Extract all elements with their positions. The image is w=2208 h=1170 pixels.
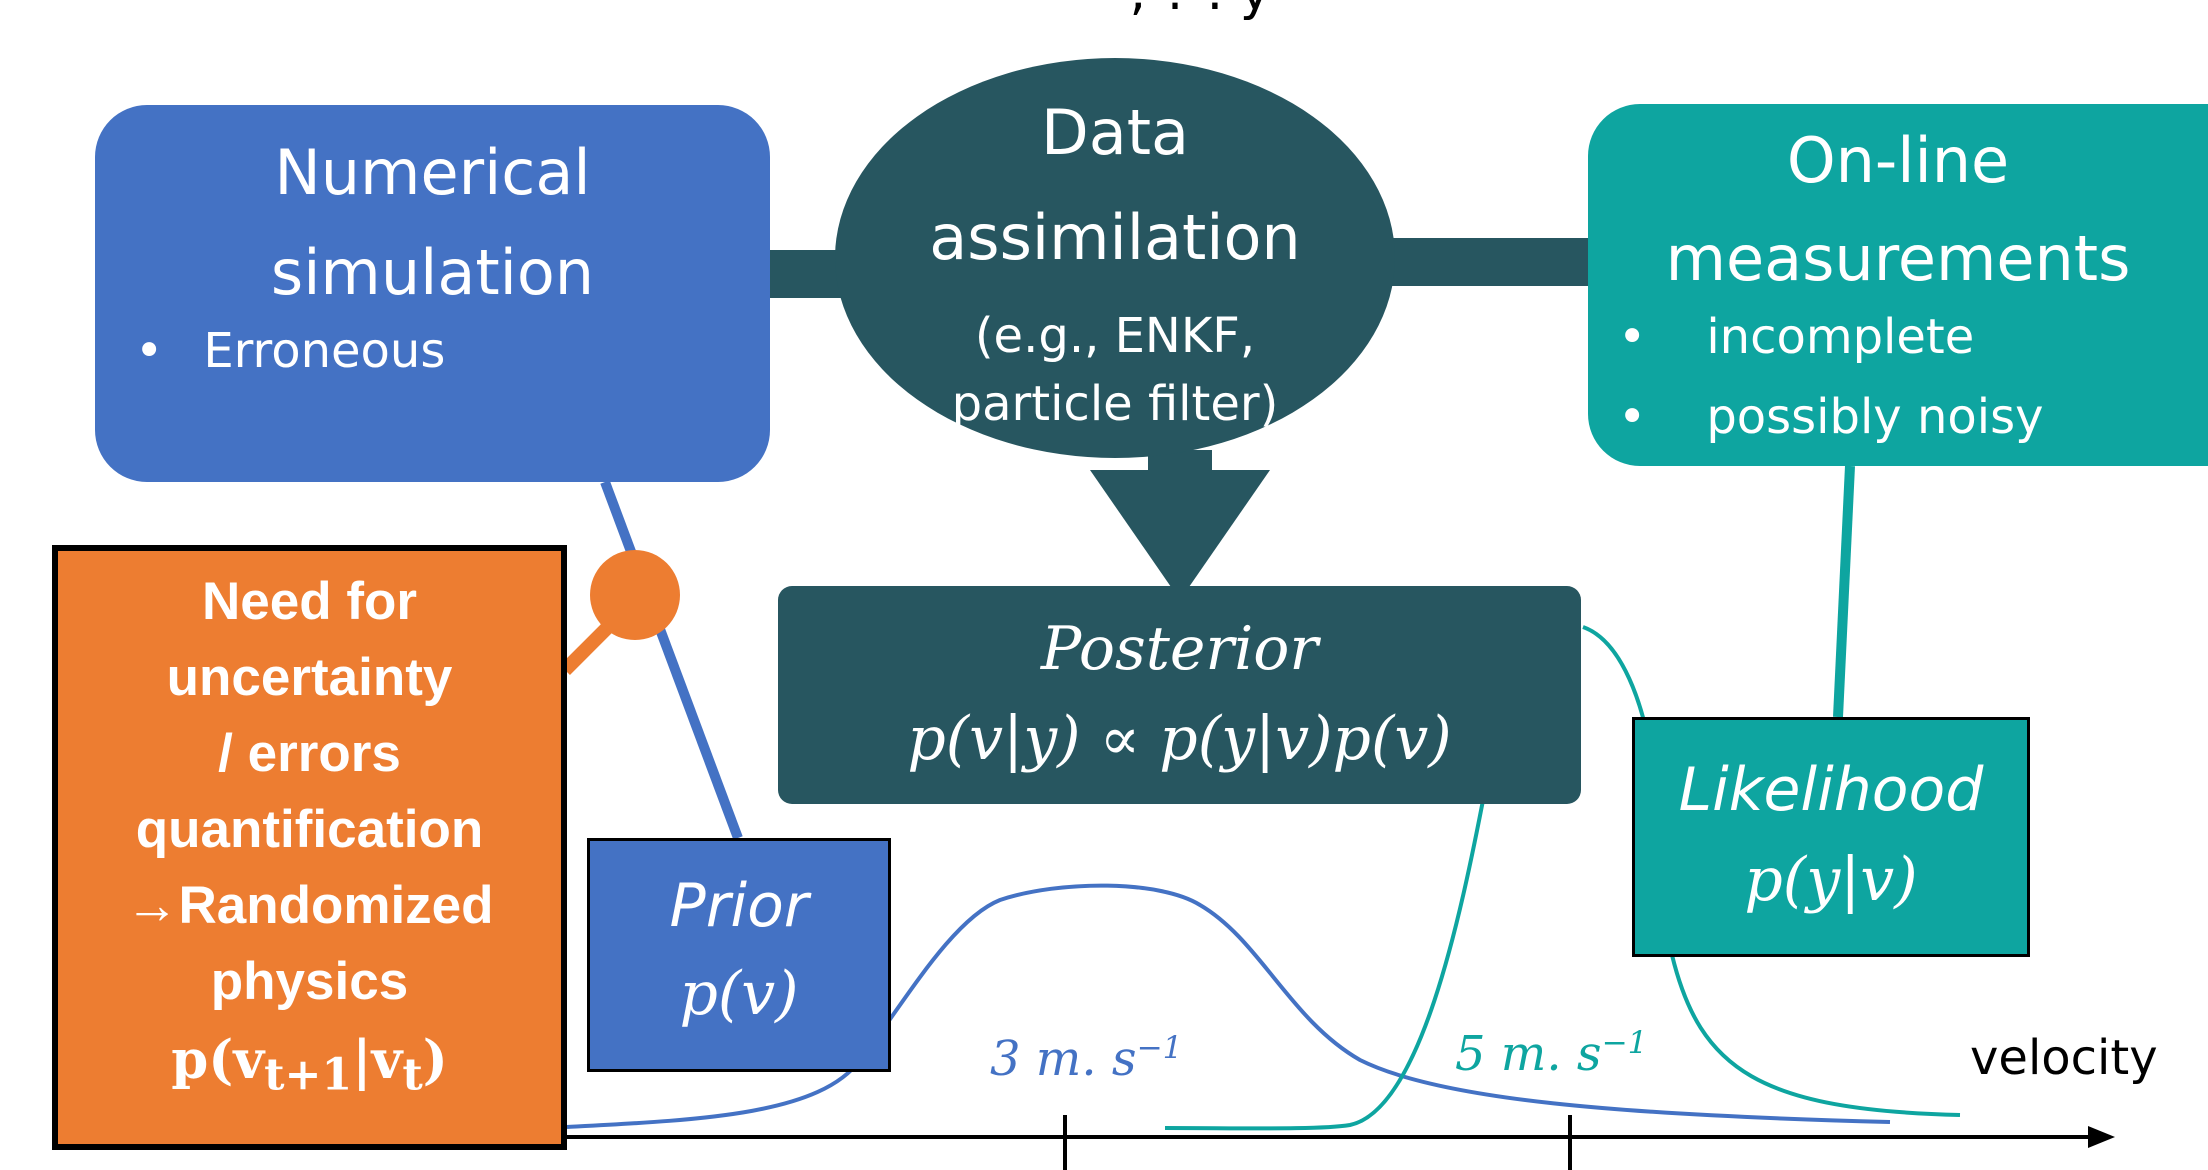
tick-label-3-exp: −1 bbox=[1136, 1030, 1183, 1066]
bullet-icon: • bbox=[135, 323, 164, 379]
down-arrow-shaft bbox=[1148, 450, 1212, 520]
tick-label-5: 5 m. s−1 bbox=[1455, 1025, 1647, 1082]
need-line3: / errors bbox=[218, 724, 401, 783]
meas-bullet-1-text: incomplete bbox=[1706, 309, 1975, 365]
sim-to-prior-line bbox=[600, 480, 743, 840]
prior-title: Prior bbox=[669, 871, 809, 941]
assim-title-line1: Data bbox=[1040, 96, 1190, 169]
need-line4: quantification bbox=[135, 800, 484, 859]
uncertainty-dot bbox=[590, 550, 680, 640]
likelihood-title: Likelihood bbox=[1678, 755, 1984, 825]
need-line6: physics bbox=[210, 952, 409, 1011]
down-arrow bbox=[1090, 470, 1270, 600]
numerical-simulation-box: Numerical simulation • Erroneous bbox=[95, 105, 770, 482]
need-line2: uncertainty bbox=[166, 648, 453, 707]
meas-title-line1: On-line bbox=[1786, 124, 2010, 197]
prior-box: Prior p(v) bbox=[587, 838, 891, 1072]
assim-sub-line1: (e.g., ENKF, bbox=[974, 308, 1256, 364]
tick-label-3-value: 3 m. s bbox=[990, 1031, 1137, 1087]
bullet-icon: • bbox=[1618, 389, 1647, 445]
tick-label-5-exp: −1 bbox=[1601, 1025, 1648, 1061]
sim-bullet: • Erroneous bbox=[135, 323, 445, 379]
connector-assim-meas bbox=[1380, 238, 1590, 286]
need-line5: →Randomized bbox=[125, 876, 494, 935]
online-measurements-box: On-line measurements • incomplete • possib… bbox=[1588, 104, 2208, 466]
posterior-box: Posterior p(v|y) ∝ p(y|v)p(v) bbox=[778, 586, 1581, 804]
assim-sub-line2: particle filter) bbox=[951, 376, 1279, 432]
likelihood-box: Likelihood p(y|v) bbox=[1632, 717, 2030, 957]
uncertainty-box: Need for uncertainty / errors quantifica… bbox=[52, 545, 567, 1150]
meas-to-likelihood-line bbox=[1833, 465, 1855, 718]
posterior-title: Posterior bbox=[1040, 614, 1319, 684]
need-line1: Need for bbox=[202, 572, 417, 631]
data-assimilation-ellipse: Data assimilation (e.g., ENKF, particle … bbox=[835, 58, 1395, 458]
meas-bullet-1: • incomplete bbox=[1618, 309, 1974, 365]
sim-title-line1: Numerical bbox=[274, 136, 591, 209]
need-formula: p(vt+1|vt) bbox=[58, 1029, 561, 1101]
sim-bullet-text: Erroneous bbox=[203, 323, 446, 379]
top-title-fragment: , ? . y bbox=[1050, 0, 1350, 22]
assim-title-line2: assimilation bbox=[929, 201, 1301, 274]
posterior-formula: p(v|y) ∝ p(y|v)p(v) bbox=[907, 704, 1452, 774]
tick-label-3: 3 m. s−1 bbox=[990, 1030, 1182, 1087]
need-formula-sub2: t bbox=[402, 1049, 423, 1101]
x-axis-arrowhead bbox=[2088, 1126, 2115, 1148]
x-axis-label: velocity bbox=[1970, 1030, 2158, 1086]
need-formula-sub1: t+1 bbox=[264, 1049, 353, 1101]
need-formula-end: ) bbox=[422, 1029, 448, 1091]
posterior-curve bbox=[1164, 789, 1487, 1131]
meas-title-line2: measurements bbox=[1665, 222, 2131, 295]
bullet-icon: • bbox=[1618, 309, 1647, 365]
likelihood-formula: p(y|v) bbox=[1744, 845, 1918, 915]
prior-curve bbox=[566, 883, 1891, 1129]
tick-label-5-value: 5 m. s bbox=[1455, 1026, 1602, 1082]
meas-bullet-2-text: possibly noisy bbox=[1706, 389, 2044, 445]
need-formula-start: p(v bbox=[171, 1029, 265, 1091]
sim-title-line2: simulation bbox=[270, 236, 595, 309]
need-formula-mid: |v bbox=[352, 1029, 403, 1091]
prior-formula: p(v) bbox=[679, 959, 799, 1029]
meas-bullet-2: • possibly noisy bbox=[1618, 389, 2044, 445]
